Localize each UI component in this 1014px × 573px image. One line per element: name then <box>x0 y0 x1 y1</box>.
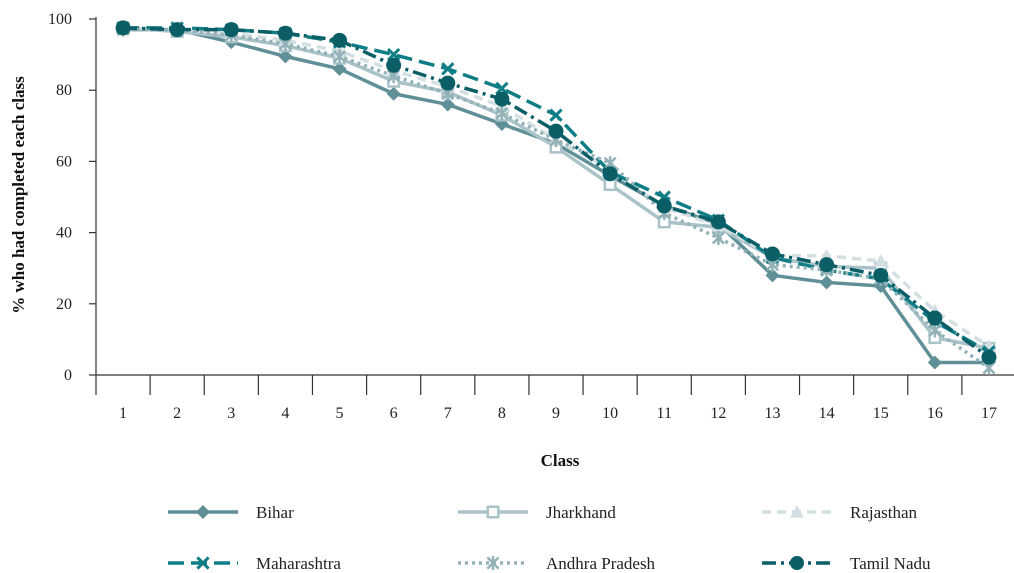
x-tick-label: 1 <box>119 405 127 422</box>
data-point-tamil-nadu <box>873 267 889 283</box>
x-tick-label: 11 <box>657 405 672 422</box>
data-point-andhra-pradesh <box>711 230 725 245</box>
data-point-tamil-nadu <box>332 32 348 48</box>
data-point-andhra-pradesh <box>333 49 347 64</box>
legend-marker-jharkhand <box>486 505 500 519</box>
x-tick-label: 5 <box>336 405 344 422</box>
legend-item-bihar: Bihar <box>168 503 294 522</box>
x-tick-label: 14 <box>819 405 835 422</box>
y-axis-title: % who had completed each class <box>9 76 28 314</box>
data-point-andhra-pradesh <box>928 323 942 338</box>
data-point-tamil-nadu <box>440 75 456 91</box>
legend-label-bihar: Bihar <box>256 503 294 522</box>
data-point-tamil-nadu <box>819 257 835 273</box>
x-tick-label: 10 <box>602 405 618 422</box>
data-point-tamil-nadu <box>981 349 997 365</box>
data-point-tamil-nadu <box>927 310 943 326</box>
x-tick-label: 8 <box>498 405 506 422</box>
series-line-maharashtra <box>123 26 990 354</box>
series-line-andhra-pradesh <box>123 27 990 370</box>
series-line-bihar <box>123 27 989 365</box>
legend-marker-maharashtra <box>196 556 210 570</box>
legend-item-maharashtra: Maharashtra <box>168 554 341 573</box>
series-line-rajasthan <box>123 26 990 348</box>
series-layer <box>115 20 997 375</box>
data-point-maharashtra <box>386 47 401 62</box>
x-tick-label: 3 <box>227 405 235 422</box>
x-tick-label: 17 <box>981 405 997 422</box>
legend: Bihar Jharkhand Rajasthan Maharashtra Andhra… <box>168 503 931 573</box>
x-tick-label: 7 <box>444 405 452 422</box>
series-rajasthan <box>116 20 996 353</box>
y-tick-label: 60 <box>56 153 72 170</box>
x-tick-label: 9 <box>552 405 560 422</box>
x-tick-label: 13 <box>764 405 780 422</box>
data-point-maharashtra <box>495 81 509 96</box>
series-line-tamil-nadu <box>123 26 990 359</box>
x-tick-label: 4 <box>281 405 289 422</box>
legend-label-andhra-pradesh: Andhra Pradesh <box>546 554 656 573</box>
x-tick-label: 6 <box>390 405 398 422</box>
data-point-tamil-nadu <box>764 246 780 262</box>
data-point-tamil-nadu <box>548 123 564 139</box>
legend-label-maharashtra: Maharashtra <box>256 554 341 573</box>
data-point-tamil-nadu <box>386 57 402 73</box>
y-tick-label: 40 <box>56 225 72 242</box>
data-point-tamil-nadu <box>169 22 185 38</box>
data-point-bihar <box>278 49 293 64</box>
legend-item-andhra-pradesh: Andhra Pradesh <box>458 554 656 573</box>
legend-item-jharkhand: Jharkhand <box>458 503 616 522</box>
series-maharashtra <box>116 21 996 359</box>
data-point-bihar <box>440 97 455 112</box>
legend-label-tamil-nadu: Tamil Nadu <box>850 554 931 573</box>
data-point-tamil-nadu <box>710 214 726 230</box>
data-point-maharashtra <box>549 108 563 122</box>
legend-marker-tamil-nadu <box>790 556 804 570</box>
data-point-tamil-nadu <box>277 25 293 41</box>
series-jharkhand <box>116 21 996 355</box>
series-line-jharkhand <box>122 26 990 351</box>
y-tick-label: 20 <box>56 296 72 313</box>
data-point-tamil-nadu <box>656 198 672 214</box>
data-point-maharashtra <box>441 62 455 76</box>
data-point-tamil-nadu <box>223 22 239 38</box>
data-point-rajasthan <box>873 254 888 267</box>
legend-marker-andhra-pradesh <box>486 556 500 570</box>
y-tick-label: 80 <box>56 82 72 99</box>
data-point-andhra-pradesh <box>495 106 509 121</box>
data-point-bihar <box>927 355 942 370</box>
legend-marker-bihar <box>196 505 210 519</box>
data-point-tamil-nadu <box>494 91 510 107</box>
legend-item-tamil-nadu: Tamil Nadu <box>762 554 931 573</box>
x-tick-label: 16 <box>927 405 943 422</box>
legend-item-rajasthan: Rajasthan <box>762 503 918 522</box>
y-tick-label: 0 <box>64 367 72 384</box>
y-tick-label: 100 <box>48 11 72 28</box>
legend-label-jharkhand: Jharkhand <box>546 503 616 522</box>
data-point-tamil-nadu <box>115 20 131 36</box>
x-axis-title: Class <box>541 451 580 470</box>
data-point-tamil-nadu <box>602 166 618 182</box>
series-andhra-pradesh <box>116 22 996 375</box>
legend-label-rajasthan: Rajasthan <box>850 503 918 522</box>
legend-marker-rajasthan <box>790 505 804 518</box>
data-point-bihar <box>765 268 780 283</box>
series-tamil-nadu <box>115 20 997 365</box>
x-tick-label: 15 <box>873 405 889 422</box>
data-point-bihar <box>386 86 401 101</box>
x-tick-label: 2 <box>173 405 181 422</box>
data-point-bihar <box>819 275 834 290</box>
series-bihar <box>116 22 996 370</box>
x-tick-label: 12 <box>710 405 726 422</box>
data-point-bihar <box>332 61 347 76</box>
